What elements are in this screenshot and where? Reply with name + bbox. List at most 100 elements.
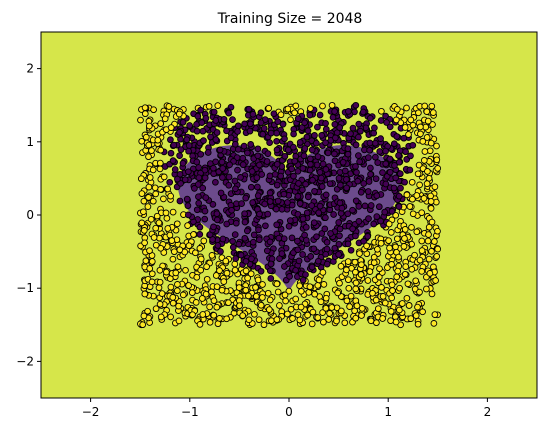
scatter-point [173, 220, 181, 228]
scatter-point [242, 257, 250, 265]
scatter-point [176, 128, 183, 136]
scatter-point [241, 218, 249, 226]
scatter-point [288, 234, 296, 242]
scatter-point [307, 253, 315, 260]
scatter-point [365, 215, 372, 222]
scatter-point [277, 172, 285, 180]
scatter-point [408, 265, 416, 273]
scatter-point [388, 208, 396, 215]
scatter-point [257, 119, 265, 127]
scatter-point [247, 141, 255, 148]
scatter-point [267, 275, 275, 282]
scatter-point [220, 278, 228, 285]
scatter-point [156, 159, 164, 167]
scatter-point [299, 186, 306, 194]
scatter-point [254, 183, 261, 191]
scatter-point [389, 287, 396, 294]
scatter-point [213, 129, 221, 136]
scatter-point [266, 139, 273, 146]
scatter-point [208, 288, 215, 296]
scatter-point [196, 321, 204, 328]
scatter-point [157, 244, 165, 252]
scatter-point [255, 226, 262, 234]
scatter-point [263, 247, 271, 255]
scatter-point [392, 174, 400, 182]
scatter-point [260, 125, 268, 132]
scatter-point [354, 177, 362, 185]
scatter-point [199, 184, 207, 192]
scatter-point [353, 302, 361, 310]
scatter-point [223, 127, 230, 135]
scatter-point [355, 203, 363, 210]
scatter-point [366, 139, 374, 147]
scatter-point [377, 135, 384, 142]
scatter-point [206, 318, 214, 326]
scatter-point [196, 223, 204, 231]
scatter-point [149, 166, 157, 174]
scatter-point [299, 276, 307, 284]
scatter-point [197, 106, 204, 114]
scatter-point [264, 210, 272, 218]
scatter-point [166, 178, 174, 186]
scatter-point [306, 283, 314, 291]
scatter-point [366, 146, 373, 154]
scatter-point [231, 177, 239, 185]
scatter-point [335, 240, 343, 248]
scatter-point [222, 257, 230, 265]
scatter-point [264, 289, 272, 297]
scatter-point [331, 108, 338, 115]
scatter-point [419, 138, 427, 145]
scatter-point [246, 127, 254, 135]
scatter-point [235, 284, 243, 291]
scatter-point [412, 277, 420, 285]
scatter-point [420, 157, 428, 164]
scatter-point [319, 160, 327, 168]
scatter-point [245, 292, 252, 300]
scatter-point [229, 116, 236, 123]
scatter-point [315, 276, 323, 284]
scatter-point [183, 195, 191, 203]
scatter-point [423, 180, 431, 188]
scatter-point [378, 284, 385, 291]
scatter-point [420, 195, 428, 202]
scatter-point [170, 141, 178, 149]
scatter-point [295, 257, 303, 265]
scatter-point [226, 161, 233, 169]
scatter-point [210, 311, 218, 319]
x-tick-label: 0 [285, 405, 293, 419]
scatter-point [308, 202, 316, 209]
scatter-point [351, 258, 359, 266]
scatter-point [408, 224, 415, 231]
scatter-point [400, 243, 408, 250]
scatter-point [284, 146, 292, 154]
scatter-point [173, 287, 181, 295]
scatter-point [175, 317, 183, 325]
scatter-point [258, 171, 266, 178]
scatter-point [334, 289, 342, 297]
scatter-point [367, 317, 375, 325]
scatter-point [170, 248, 178, 256]
scatter-point [335, 174, 343, 182]
scatter-point [146, 247, 153, 255]
scatter-point [393, 133, 401, 140]
scatter-point [172, 269, 180, 277]
scatter-point [347, 246, 355, 254]
scatter-point [255, 316, 263, 324]
scatter-point [295, 180, 302, 187]
scatter-point [266, 198, 274, 205]
scatter-point [192, 299, 200, 306]
scatter-point [191, 185, 198, 192]
scatter-point [167, 313, 174, 321]
scatter-point [184, 211, 192, 219]
scatter-point [225, 299, 232, 307]
scatter-point [213, 216, 221, 224]
scatter-point [425, 255, 433, 263]
scatter-point [432, 277, 439, 284]
scatter-point [304, 127, 312, 135]
scatter-point [306, 166, 314, 174]
scatter-point [401, 124, 409, 131]
scatter-point [256, 236, 263, 244]
scatter-point [266, 172, 274, 180]
scatter-point [322, 191, 330, 199]
scatter-point [163, 214, 171, 222]
